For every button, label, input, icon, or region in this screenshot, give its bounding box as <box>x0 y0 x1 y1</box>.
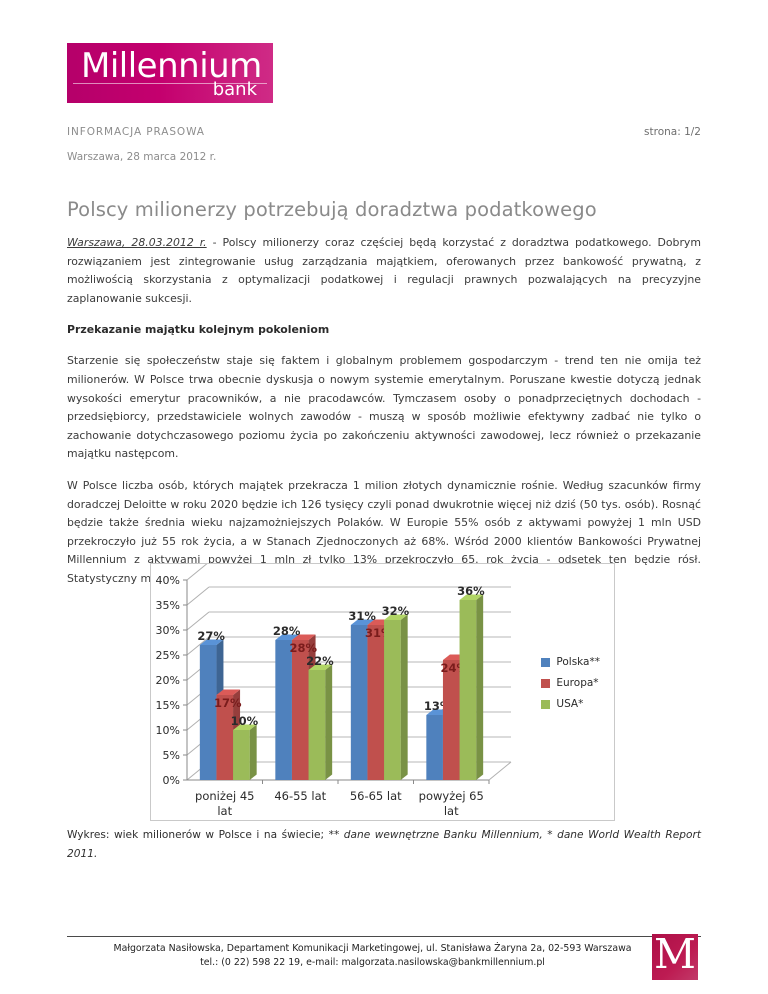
chart-bar <box>426 715 443 780</box>
chart-bar <box>459 600 477 780</box>
lead-separator: - <box>206 236 223 249</box>
legend-swatch-icon <box>541 679 551 688</box>
legend-swatch-icon <box>541 700 551 709</box>
caption-italic: ** dane wewnętrzne Banku Millennium, * d… <box>67 829 701 860</box>
chart-plot-container: 0% 5% 10% 15% 20% 25% 30% 35% 40% 27% 17% 10% 28% 28%… <box>151 564 614 820</box>
lead-dateline: Warszawa, 28.03.2012 r. <box>67 236 207 249</box>
logo-background <box>67 43 273 103</box>
page-title: Polscy milionerzy potrzebują doradztwa p… <box>67 198 597 221</box>
chart-category-label: lat <box>444 804 459 818</box>
chart-data-label: 36% <box>457 584 485 598</box>
place-and-date: Warszawa, 28 marca 2012 r. <box>67 151 217 163</box>
chart-ytick-label: 0% <box>163 774 180 787</box>
chart-bar <box>442 660 460 780</box>
legend-label: Europa* <box>556 677 599 689</box>
chart-category-label: powyżej 65 <box>419 789 484 803</box>
lead-paragraph: Warszawa, 28.03.2012 r. - Polscy milione… <box>67 234 701 308</box>
chart-category-label: 56-65 lat <box>350 789 402 803</box>
chart-bar <box>308 670 326 780</box>
footer-contact-line-1: Małgorzata Nasiłowska, Departament Komun… <box>113 943 632 954</box>
chart-bar <box>275 640 292 780</box>
age-of-millionaires-chart: 0% 5% 10% 15% 20% 25% 30% 35% 40% 27% 17% 10% 28% 28%… <box>150 563 615 821</box>
legend-label: Polska** <box>556 656 600 668</box>
logo-subtitle: bank <box>212 79 257 100</box>
footer-logo-mark: M <box>652 930 698 980</box>
section-subheading: Przekazanie majątku kolejnym pokoleniom <box>67 323 330 337</box>
logo-wordmark: Millennium <box>81 46 262 86</box>
chart-caption: Wykres: wiek milionerów w Polsce i na św… <box>67 826 701 863</box>
chart-data-label: 32% <box>382 604 410 618</box>
footer-contact: Małgorzata Nasiłowska, Departament Komun… <box>100 942 645 970</box>
header-meta-row: INFORMACJA PRASOWA strona: 1/2 <box>67 126 701 138</box>
legend-item-1[interactable]: Europa* <box>541 673 600 694</box>
chart-data-label: 28% <box>289 641 317 655</box>
page-indicator: strona: 1/2 <box>644 126 701 138</box>
chart-ytick-label: 25% <box>156 649 180 662</box>
press-release-kicker: INFORMACJA PRASOWA <box>67 126 205 138</box>
chart-ytick-label: 10% <box>156 724 180 737</box>
logo-divider <box>73 83 267 84</box>
chart-bar <box>233 730 250 780</box>
chart-bar <box>291 640 309 780</box>
footer-logo-letter: M <box>654 930 696 978</box>
chart-data-label: 17% <box>214 696 242 710</box>
chart-bar <box>367 625 385 780</box>
chart-category-label: poniżej 45 <box>195 789 254 803</box>
body-paragraph-1: Starzenie się społeczeństw staje się fak… <box>67 354 701 461</box>
chart-data-label: 28% <box>273 624 301 638</box>
chart-bar <box>216 695 234 780</box>
chart-category-label: lat <box>217 804 232 818</box>
chart-data-label: 31% <box>348 609 376 623</box>
footer-contact-line-2: tel.: (0 22) 598 22 19, e-mail: malgorza… <box>200 957 545 968</box>
chart-bar <box>199 645 217 780</box>
legend-item-0[interactable]: Polska** <box>541 652 600 673</box>
footer-divider <box>67 936 701 937</box>
chart-ytick-label: 20% <box>156 674 180 687</box>
millennium-bank-logo: Millennium bank <box>67 43 273 103</box>
chart-category-label: 46-55 lat <box>274 789 326 803</box>
article-body: Warszawa, 28.03.2012 r. - Polscy milione… <box>67 234 701 602</box>
chart-ytick-label: 5% <box>163 749 180 762</box>
chart-ytick-label: 30% <box>156 624 180 637</box>
chart-legend: Polska** Europa* USA* <box>541 652 600 715</box>
chart-ytick-label: 35% <box>156 599 180 612</box>
lead-text: Polscy milionerzy coraz częściej będą ko… <box>67 236 701 305</box>
chart-bar <box>384 620 401 780</box>
legend-item-2[interactable]: USA* <box>541 694 600 715</box>
chart-ytick-label: 15% <box>156 699 180 712</box>
chart-data-label: 22% <box>306 654 334 668</box>
chart-bar <box>350 625 368 780</box>
legend-label: USA* <box>556 698 584 710</box>
legend-swatch-icon <box>541 658 551 667</box>
caption-plain: Wykres: wiek milionerów w Polsce i na św… <box>67 829 329 841</box>
chart-ytick-label: 40% <box>156 574 180 587</box>
chart-data-label: 27% <box>197 629 225 643</box>
chart-canvas: 0% 5% 10% 15% 20% 25% 30% 35% 40% 27% 17% 10% 28% 28%… <box>156 564 512 818</box>
chart-data-label: 10% <box>231 714 259 728</box>
